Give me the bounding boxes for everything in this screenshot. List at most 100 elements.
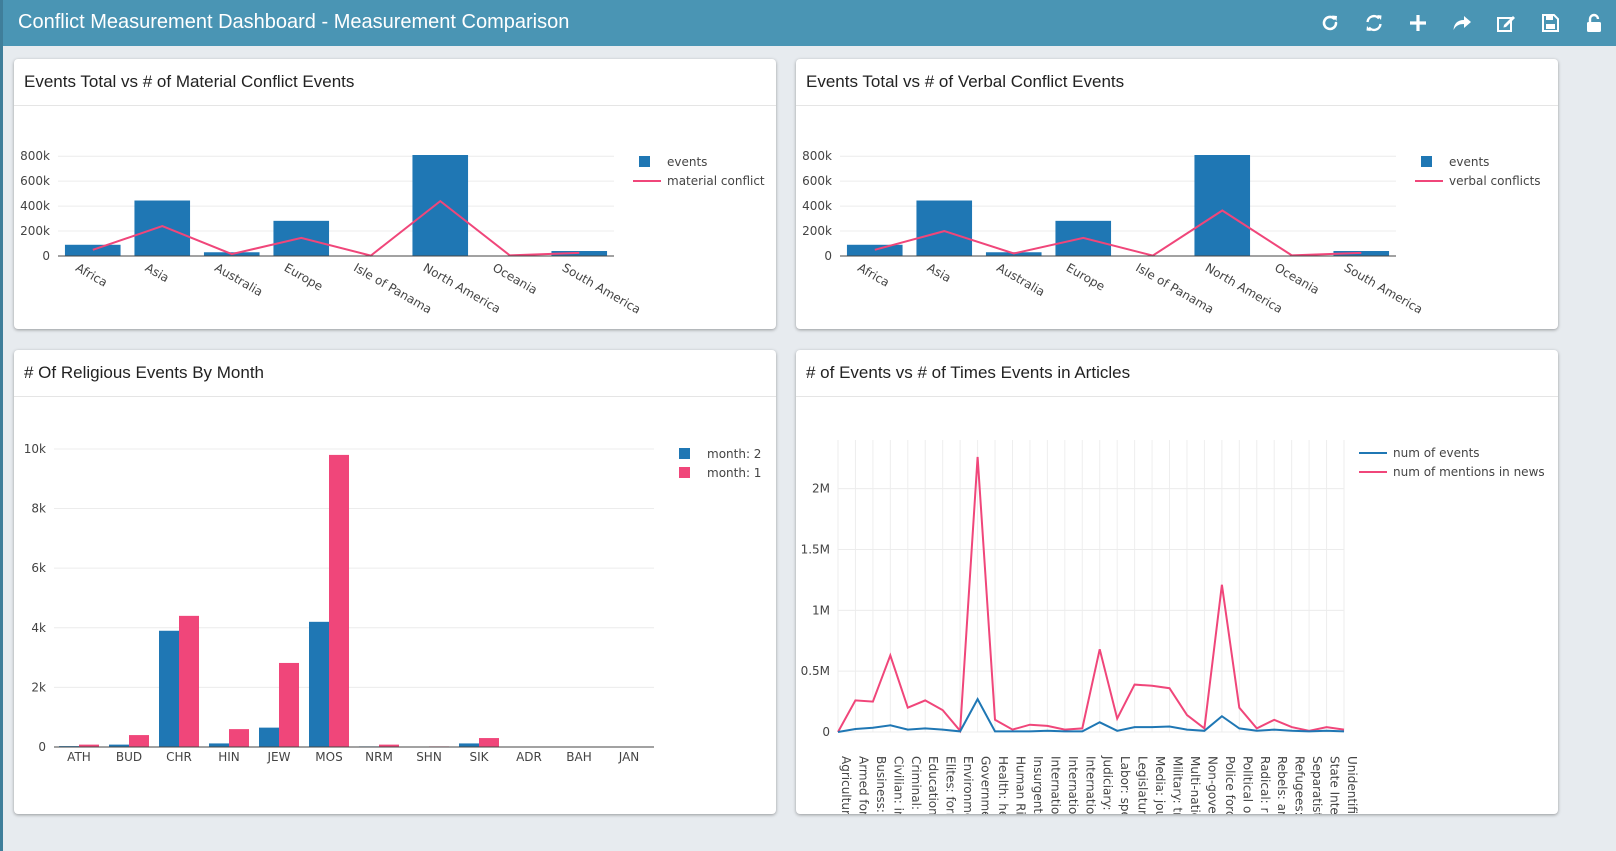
y-tick-label: 8k [31,502,46,516]
add-button[interactable] [1396,0,1440,46]
panel-divider [14,105,776,106]
bar [279,662,299,747]
legend-swatch [679,467,690,478]
x-tick-label: Oceania [490,260,540,297]
share-button[interactable] [1440,0,1484,46]
series-line [92,199,580,257]
x-tick-label: Non-govern [1205,756,1219,814]
panel-verbal-conflict: Events Total vs # of Verbal Conflict Eve… [796,59,1558,329]
x-tick-label: ADR [516,750,542,764]
y-tick-label: 6k [31,561,46,575]
panel-title: # Of Religious Events By Month [24,363,265,382]
x-tick-label: Multi-national [1188,756,1202,814]
material-conflict-chart: 0 200k 400k 600k 800k Africa Asia Australia Euro… [20,149,765,316]
bar [209,743,229,747]
x-tick-label: ATH [67,750,91,764]
religious-events-chart: 0 2k 4k 6k 8k 10k ATH BUD CHR HIN JEW MOS NRM SHN SIK A… [24,442,762,764]
x-tick-label: Australia [994,260,1047,299]
bar [309,621,329,747]
bar [159,630,179,747]
y-tick-label: 200k [802,224,832,238]
toolbar [1308,0,1616,46]
y-tick-label: 0.5M [801,664,830,678]
unlock-button[interactable] [1572,0,1616,46]
edit-icon [1497,16,1515,32]
x-tick-label: HIN [218,750,240,764]
x-tick-label: International [1048,756,1062,814]
y-tick-label: 1.5M [801,543,830,557]
refresh-button[interactable] [1352,0,1396,46]
legend-label: material conflict [667,174,765,188]
verbal-conflict-chart: 0 200k 400k 600k 800k Africa Asia Australia Euro… [802,149,1541,316]
x-tick-label: NRM [365,750,393,764]
x-tick-label: SIK [469,750,489,764]
y-tick-label: 0 [824,249,832,263]
reload-button[interactable] [1308,0,1352,46]
y-tick-label: 0 [38,740,46,754]
legend-swatch [679,448,690,459]
panel-divider [796,105,1558,106]
legend-swatch [639,156,650,167]
x-tick-label: Africa [855,260,892,289]
x-tick-label: Media: jou [1153,756,1167,814]
x-tick-label: BUD [116,750,142,764]
x-tick-label: Rebels: ar [1275,756,1289,814]
bar [916,200,973,256]
legend-label: verbal conflicts [1449,174,1541,188]
y-tick-label: 800k [20,149,50,163]
x-tick-label: International [1066,756,1080,814]
y-tick-label: 200k [20,224,50,238]
bar [64,244,121,256]
panel-events-vs-articles: # of Events vs # of Times Events in Arti… [796,350,1558,814]
x-tick-label: Oceania [1272,260,1322,297]
x-tick-label: Criminal: i [909,756,923,814]
bar [109,744,129,747]
x-tick-label: Military: tr [1171,756,1185,814]
x-tick-label: North America [1203,260,1285,316]
share-icon [1453,16,1471,30]
bar [846,244,903,256]
x-tick-label: Insurgents: [1031,756,1045,814]
y-tick-label: 600k [802,174,832,188]
x-tick-label: BAH [566,750,591,764]
save-button[interactable] [1528,0,1572,46]
x-tick-label: Agriculture: a [839,756,853,814]
bar [412,155,469,256]
x-tick-label: Separatist [1310,756,1324,814]
bar [379,744,399,747]
x-tick-label: Political op [1240,756,1254,814]
edit-button[interactable] [1484,0,1528,46]
x-tick-label: Radical: r [1258,756,1272,813]
bar [129,735,149,747]
add-icon [1410,15,1426,31]
x-tick-label: Environmental [961,756,975,814]
x-tick-label: Civilian: ind [891,756,905,814]
bar [329,454,349,747]
x-tick-label: Armed forces: [856,756,870,814]
x-tick-label: Government: [979,756,993,814]
bar [79,744,99,747]
x-tick-label: Health: hea [996,756,1010,814]
bar [259,727,279,747]
x-tick-label: South America [560,260,643,316]
y-tick-label: 0 [822,725,830,739]
x-tick-label: SHN [416,750,442,764]
reload-icon [1322,15,1338,31]
x-tick-label: Asia [143,260,172,285]
series-line [837,456,1345,734]
events-vs-articles-chart: 0 0.5M 1M 1.5M 2M Agriculture: a Armed forces:… [801,440,1545,814]
panel-religious-events: # Of Religious Events By Month 0 2k 4k 6k 8k… [14,350,776,814]
x-tick-label: Human Rights [1013,756,1027,814]
x-tick-label: Labor: spe [1118,756,1132,814]
y-tick-label: 2M [812,482,830,496]
refresh-icon [1366,14,1382,32]
legend-label: num of events [1393,446,1480,460]
bar [229,729,249,747]
x-tick-label: CHR [166,750,192,764]
x-tick-label: JEW [267,750,291,764]
x-tick-label: Asia [925,260,954,285]
legend-label: month: 1 [707,466,761,480]
legend-label: num of mentions in news [1393,465,1545,479]
x-tick-label: Unidentified [1345,756,1359,814]
panel-divider [14,396,776,397]
